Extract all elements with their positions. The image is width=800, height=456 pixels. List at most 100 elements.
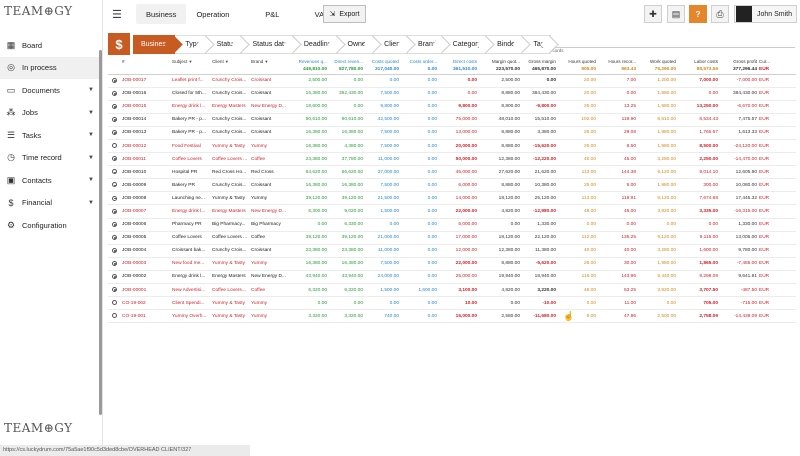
tab-operation[interactable]: Operation	[196, 9, 230, 19]
sidebar-item-time-record[interactable]: ◷ Time record ▼	[0, 147, 100, 170]
table-row[interactable]: JOB-00008 Launching ne... Yummy & Tasty Yum…	[108, 191, 796, 206]
sidebar-item-financial[interactable]: $ Financial ▼	[0, 192, 100, 215]
app-logo[interactable]: TEAM⊕GY	[4, 4, 73, 18]
row-radio-icon[interactable]	[112, 260, 117, 266]
user-menu[interactable]: John Smith	[734, 5, 797, 23]
help-button[interactable]: ?	[689, 5, 707, 23]
table-row[interactable]: JOB-00006 Pharmacy PR Big Pharmacy... Big P…	[108, 218, 796, 232]
table-row[interactable]: CO-19-001 Yummy Overh... Yummy & Tasty Yumm…	[108, 309, 796, 324]
sidebar-item-tasks[interactable]: ☰ Tasks ▼	[0, 124, 100, 147]
row-select-cell[interactable]	[108, 309, 121, 324]
table-row[interactable]: JOB-00009 Bakery PR Crunchy Crois... Croiss…	[108, 178, 796, 193]
row-select-cell[interactable]	[108, 165, 121, 180]
column-header[interactable]: Direct costs	[438, 57, 478, 65]
crumb-brand[interactable]: Brand	[408, 35, 443, 54]
sidebar-item-board[interactable]: ▦ Board	[0, 34, 100, 57]
row-select-cell[interactable]	[108, 100, 121, 114]
row-radio-icon[interactable]	[112, 156, 117, 162]
row-radio-icon[interactable]	[112, 130, 117, 136]
column-header[interactable]: Hours quoted	[557, 57, 597, 65]
row-radio-icon[interactable]	[112, 169, 117, 175]
table-row[interactable]: JOB-00002 Energy drink l... Energy Masters…	[108, 270, 796, 285]
table-row[interactable]: JOB-00012 Food Festival Yummy & Tasty Yummy…	[108, 139, 796, 154]
table-row[interactable]: JOB-00014 Bakery PR - p... Crunchy Crois..…	[108, 113, 796, 127]
row-select-cell[interactable]	[108, 218, 121, 232]
sidebar-item-documents[interactable]: ▭ Documents ▼	[0, 79, 100, 102]
table-row[interactable]: JOB-00010 Hospital PR Red Cross Ho... Red C…	[108, 165, 796, 180]
table-row[interactable]: JOB-00005 Coffee Lovers Coffee Lovers ... C…	[108, 231, 796, 245]
table-row[interactable]: JOB-00016 Closed for 5th... Crunchy Crois.…	[108, 87, 796, 101]
crumb-tag[interactable]: Tag	[523, 35, 551, 54]
job-number[interactable]: JOB-00015	[121, 100, 171, 114]
sidebar-scrollbar[interactable]	[99, 50, 102, 415]
table-row[interactable]: JOB-00007 Energy drink l... Energy Masters…	[108, 204, 796, 219]
job-number[interactable]: JOB-00012	[121, 139, 171, 154]
row-radio-icon[interactable]	[112, 234, 117, 240]
hamburger-menu-icon[interactable]: ☰	[112, 9, 122, 21]
job-number[interactable]: JOB-00001	[121, 283, 171, 298]
column-header[interactable]: Revenues q...	[290, 57, 328, 65]
crumb-status-date[interactable]: Status date	[242, 35, 294, 54]
row-select-cell[interactable]	[108, 126, 121, 140]
row-radio-icon[interactable]	[112, 287, 117, 293]
tab-pl[interactable]: P&L	[265, 9, 280, 19]
row-select-cell[interactable]	[108, 74, 121, 88]
row-radio-icon[interactable]	[112, 208, 117, 214]
job-number[interactable]: CO-19-001	[121, 309, 171, 324]
crumb-category[interactable]: Category	[442, 35, 488, 54]
job-number[interactable]: JOB-00013	[121, 126, 171, 140]
table-row[interactable]: JOB-00013 Bakery PR - p... Crunchy Crois..…	[108, 126, 796, 140]
crumb-status[interactable]: Status	[206, 35, 243, 54]
filter-icon[interactable]: ▼	[263, 58, 269, 64]
row-radio-icon[interactable]	[112, 195, 117, 201]
notes-button[interactable]: ▤	[667, 5, 685, 23]
job-number[interactable]: JOB-00003	[121, 257, 171, 271]
row-radio-icon[interactable]	[112, 274, 117, 280]
table-row[interactable]: JOB-00004 Croissant bak... Crunchy Crois..…	[108, 244, 796, 258]
job-number[interactable]: JOB-00004	[121, 244, 171, 258]
row-select-cell[interactable]	[108, 139, 121, 154]
row-radio-icon[interactable]	[112, 103, 117, 109]
export-button[interactable]: ⇲ Export	[323, 5, 366, 23]
table-row[interactable]: CO-19-002 Client Spendi... Yummy & Tasty Yu…	[108, 296, 796, 311]
crumb-business[interactable]: Business	[133, 35, 176, 54]
job-number[interactable]: JOB-00009	[121, 178, 171, 193]
column-header[interactable]: Subject ▼	[171, 57, 211, 65]
row-select-cell[interactable]	[108, 231, 121, 245]
row-radio-icon[interactable]	[112, 77, 117, 83]
table-row[interactable]: JOB-00015 Energy drink l... Energy Masters…	[108, 100, 796, 114]
add-button[interactable]: ✚	[644, 5, 662, 23]
job-number[interactable]: JOB-00016	[121, 87, 171, 101]
table-row[interactable]: JOB-00011 Coffee Lovers Coffee Lovers ... C…	[108, 152, 796, 167]
tab-business[interactable]: Business	[136, 4, 187, 24]
column-header[interactable]: Client ▼	[211, 57, 250, 65]
print-button[interactable]: ⎙	[711, 5, 729, 23]
table-row[interactable]: JOB-00003 New food me... Yummy & Tasty Yumm…	[108, 257, 796, 271]
row-radio-icon[interactable]	[112, 143, 117, 149]
sidebar-item-jobs[interactable]: ⁂ Jobs ▼	[0, 102, 100, 125]
row-select-cell[interactable]	[108, 87, 121, 101]
row-select-cell[interactable]	[108, 152, 121, 167]
row-radio-icon[interactable]	[112, 300, 117, 306]
column-header[interactable]: Costs quoted	[364, 57, 400, 65]
crumb-type[interactable]: Type	[175, 35, 207, 54]
column-header[interactable]: Brand ▼	[250, 57, 290, 65]
row-radio-icon[interactable]	[112, 313, 117, 319]
job-number[interactable]: JOB-00008	[121, 191, 171, 206]
row-radio-icon[interactable]	[112, 182, 117, 188]
crumb-deadline[interactable]: Deadline	[293, 35, 338, 54]
row-radio-icon[interactable]	[112, 90, 117, 96]
column-header[interactable]: Margin quot...	[478, 57, 521, 65]
column-header[interactable]: Cur...	[758, 57, 796, 65]
column-header[interactable]: Work quoted	[637, 57, 677, 65]
column-header[interactable]: Gross margin	[521, 57, 557, 65]
row-radio-icon[interactable]	[112, 247, 117, 253]
table-row[interactable]: JOB-00017 Leaflet print f... Crunchy Crois…	[108, 74, 796, 88]
column-header[interactable]: Hours recor...	[597, 57, 637, 65]
job-number[interactable]: JOB-00014	[121, 113, 171, 127]
row-select-cell[interactable]	[108, 191, 121, 206]
column-header[interactable]: Labor costs	[677, 57, 719, 65]
column-header[interactable]: Gross profit	[719, 57, 758, 65]
row-select-cell[interactable]	[108, 244, 121, 258]
table-row[interactable]: JOB-00001 New Advertisi... Coffee Lovers..…	[108, 283, 796, 298]
